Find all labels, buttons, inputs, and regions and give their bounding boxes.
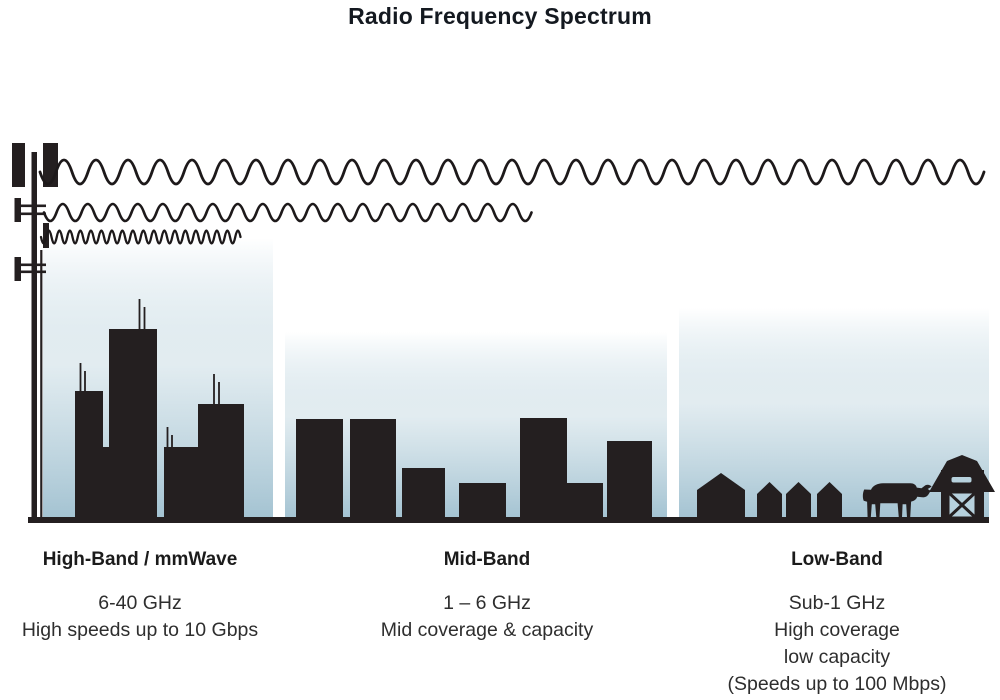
- town-skyline-mid-band: [296, 418, 652, 518]
- ground-line: [28, 517, 989, 523]
- tower-mid-panel: [14, 198, 21, 222]
- band-description-high-band: High speeds up to 10 Gbps: [21, 619, 259, 641]
- building: [520, 418, 567, 518]
- tower-crossarm: [16, 212, 46, 216]
- city-skyline-high-band: [75, 299, 244, 518]
- tower-top-panel-right: [43, 143, 58, 187]
- band-label-high-band: High-Band / mmWave 6-40 GHz High speeds …: [10, 548, 270, 644]
- barn-icon: [929, 455, 995, 520]
- house-icon: [697, 473, 745, 518]
- low-band-wave-icon: [38, 158, 986, 186]
- building: [607, 441, 652, 518]
- cell-tower-icon: [12, 143, 58, 518]
- tower-top-panel-left: [12, 143, 25, 187]
- house-icon: [786, 482, 811, 518]
- building: [402, 468, 445, 518]
- skyscraper: [109, 329, 157, 518]
- band-description-mid-band: Mid coverage & capacity: [380, 619, 594, 641]
- page-title: Radio Frequency Spectrum: [348, 3, 652, 29]
- cow-icon: [862, 483, 932, 518]
- building: [567, 483, 603, 518]
- band-label-low-band: Low-Band Sub-1 GHz High coverage low cap…: [697, 548, 977, 698]
- rural-scene-low-band: [697, 455, 995, 520]
- house-icon: [757, 482, 782, 518]
- barn-roof: [929, 455, 995, 492]
- building: [350, 419, 396, 518]
- skyscraper: [75, 391, 103, 518]
- rooftop-antennas: [79, 299, 220, 447]
- building: [459, 483, 506, 518]
- band-frequency-low-band: Sub-1 GHz: [788, 592, 886, 614]
- skyscraper: [198, 404, 244, 518]
- radio-waves: [38, 158, 986, 245]
- tower-low-panel: [14, 257, 21, 281]
- building: [296, 419, 343, 518]
- band-description-low-band: (Speeds up to 100 Mbps): [727, 673, 947, 695]
- band-label-mid-band: Mid-Band 1 – 6 GHz Mid coverage & capaci…: [347, 548, 627, 644]
- barn-loft-window: [951, 477, 972, 483]
- barn-door: [946, 490, 978, 520]
- band-heading-low-band: Low-Band: [791, 549, 883, 570]
- house-icon: [817, 482, 842, 518]
- band-heading-mid-band: Mid-Band: [443, 549, 531, 570]
- tower-crossarm: [16, 204, 46, 208]
- band-frequency-mid-band: 1 – 6 GHz: [443, 592, 531, 614]
- band-description-low-band: High coverage: [774, 619, 900, 641]
- tower-crossarm: [16, 263, 46, 267]
- band-frequency-high-band: 6-40 GHz: [98, 592, 182, 614]
- tower-mast: [31, 152, 37, 518]
- skyscraper: [103, 447, 109, 518]
- high-band-wave-icon: [39, 229, 242, 245]
- tower-secondary-mast: [40, 250, 43, 518]
- band-heading-high-band: High-Band / mmWave: [42, 549, 238, 570]
- tower-crossarm: [16, 270, 46, 274]
- band-description-low-band: low capacity: [783, 646, 891, 668]
- skyscraper: [164, 447, 198, 518]
- mid-band-wave-icon: [42, 202, 533, 223]
